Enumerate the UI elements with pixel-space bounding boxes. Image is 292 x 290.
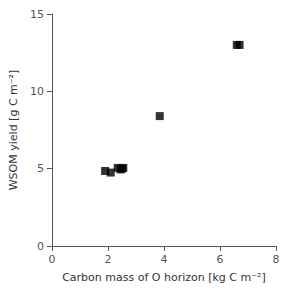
svg-text:Carbon mass of O horizon [kg C: Carbon mass of O horizon [kg C m⁻²]: [62, 271, 266, 284]
svg-text:8: 8: [273, 253, 280, 266]
svg-text:WSOM yield [g C m⁻²]: WSOM yield [g C m⁻²]: [7, 70, 20, 191]
svg-text:6: 6: [216, 253, 223, 266]
svg-text:0: 0: [37, 240, 44, 253]
svg-text:15: 15: [30, 8, 44, 21]
svg-text:10: 10: [30, 85, 44, 98]
svg-text:2: 2: [104, 253, 111, 266]
svg-text:4: 4: [160, 253, 167, 266]
svg-text:5: 5: [37, 162, 44, 175]
svg-text:0: 0: [48, 253, 55, 266]
